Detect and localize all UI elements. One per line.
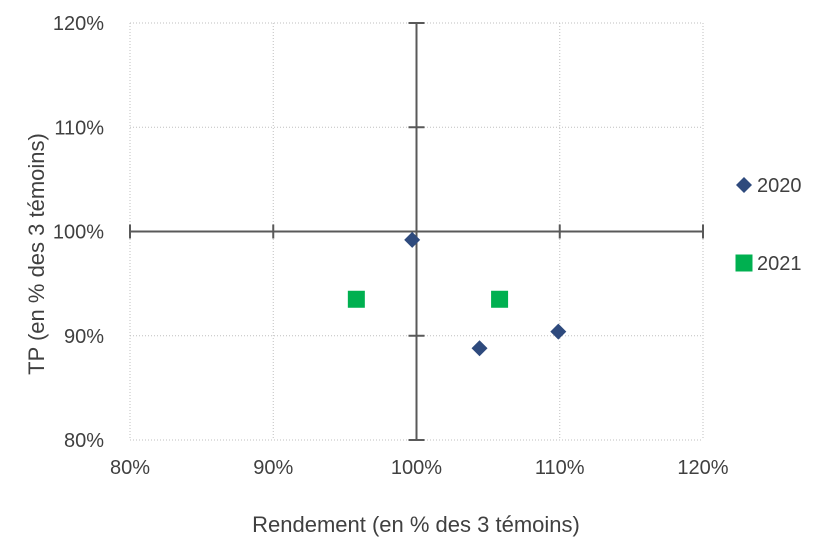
x-tick-label: 90%: [253, 457, 293, 479]
legend-label-2021: 2021: [757, 253, 802, 275]
tick-labels: 80% 90% 100% 110% 120% 80% 90% 100% 110% 120%: [53, 13, 729, 479]
y-tick-label: 100%: [53, 222, 104, 244]
x-tick-label: 120%: [677, 457, 728, 479]
x-axis-label: Rendement (en % des 3 témoins): [252, 512, 580, 537]
axes: [129, 22, 704, 441]
y-tick-label: 80%: [64, 430, 104, 452]
data-points: [347, 231, 567, 357]
data-point-2020: [404, 231, 421, 248]
legend-label-2020: 2020: [757, 175, 802, 197]
data-point-2020: [471, 340, 488, 357]
x-tick-label: 80%: [110, 457, 150, 479]
legend: 2020 2021: [735, 175, 802, 275]
data-point-2020: [550, 323, 567, 340]
data-point-2021: [347, 290, 365, 308]
x-tick-label: 100%: [391, 457, 442, 479]
data-point-2021: [491, 290, 509, 308]
x-tick-label: 110%: [535, 457, 585, 479]
y-tick-label: 90%: [64, 326, 104, 348]
legend-marker-2020: [736, 177, 752, 193]
y-axis-label: TP (en % des 3 témoins): [24, 133, 49, 375]
legend-marker-2021: [735, 254, 753, 272]
y-tick-label: 120%: [53, 13, 104, 35]
y-tick-label: 110%: [54, 117, 104, 139]
